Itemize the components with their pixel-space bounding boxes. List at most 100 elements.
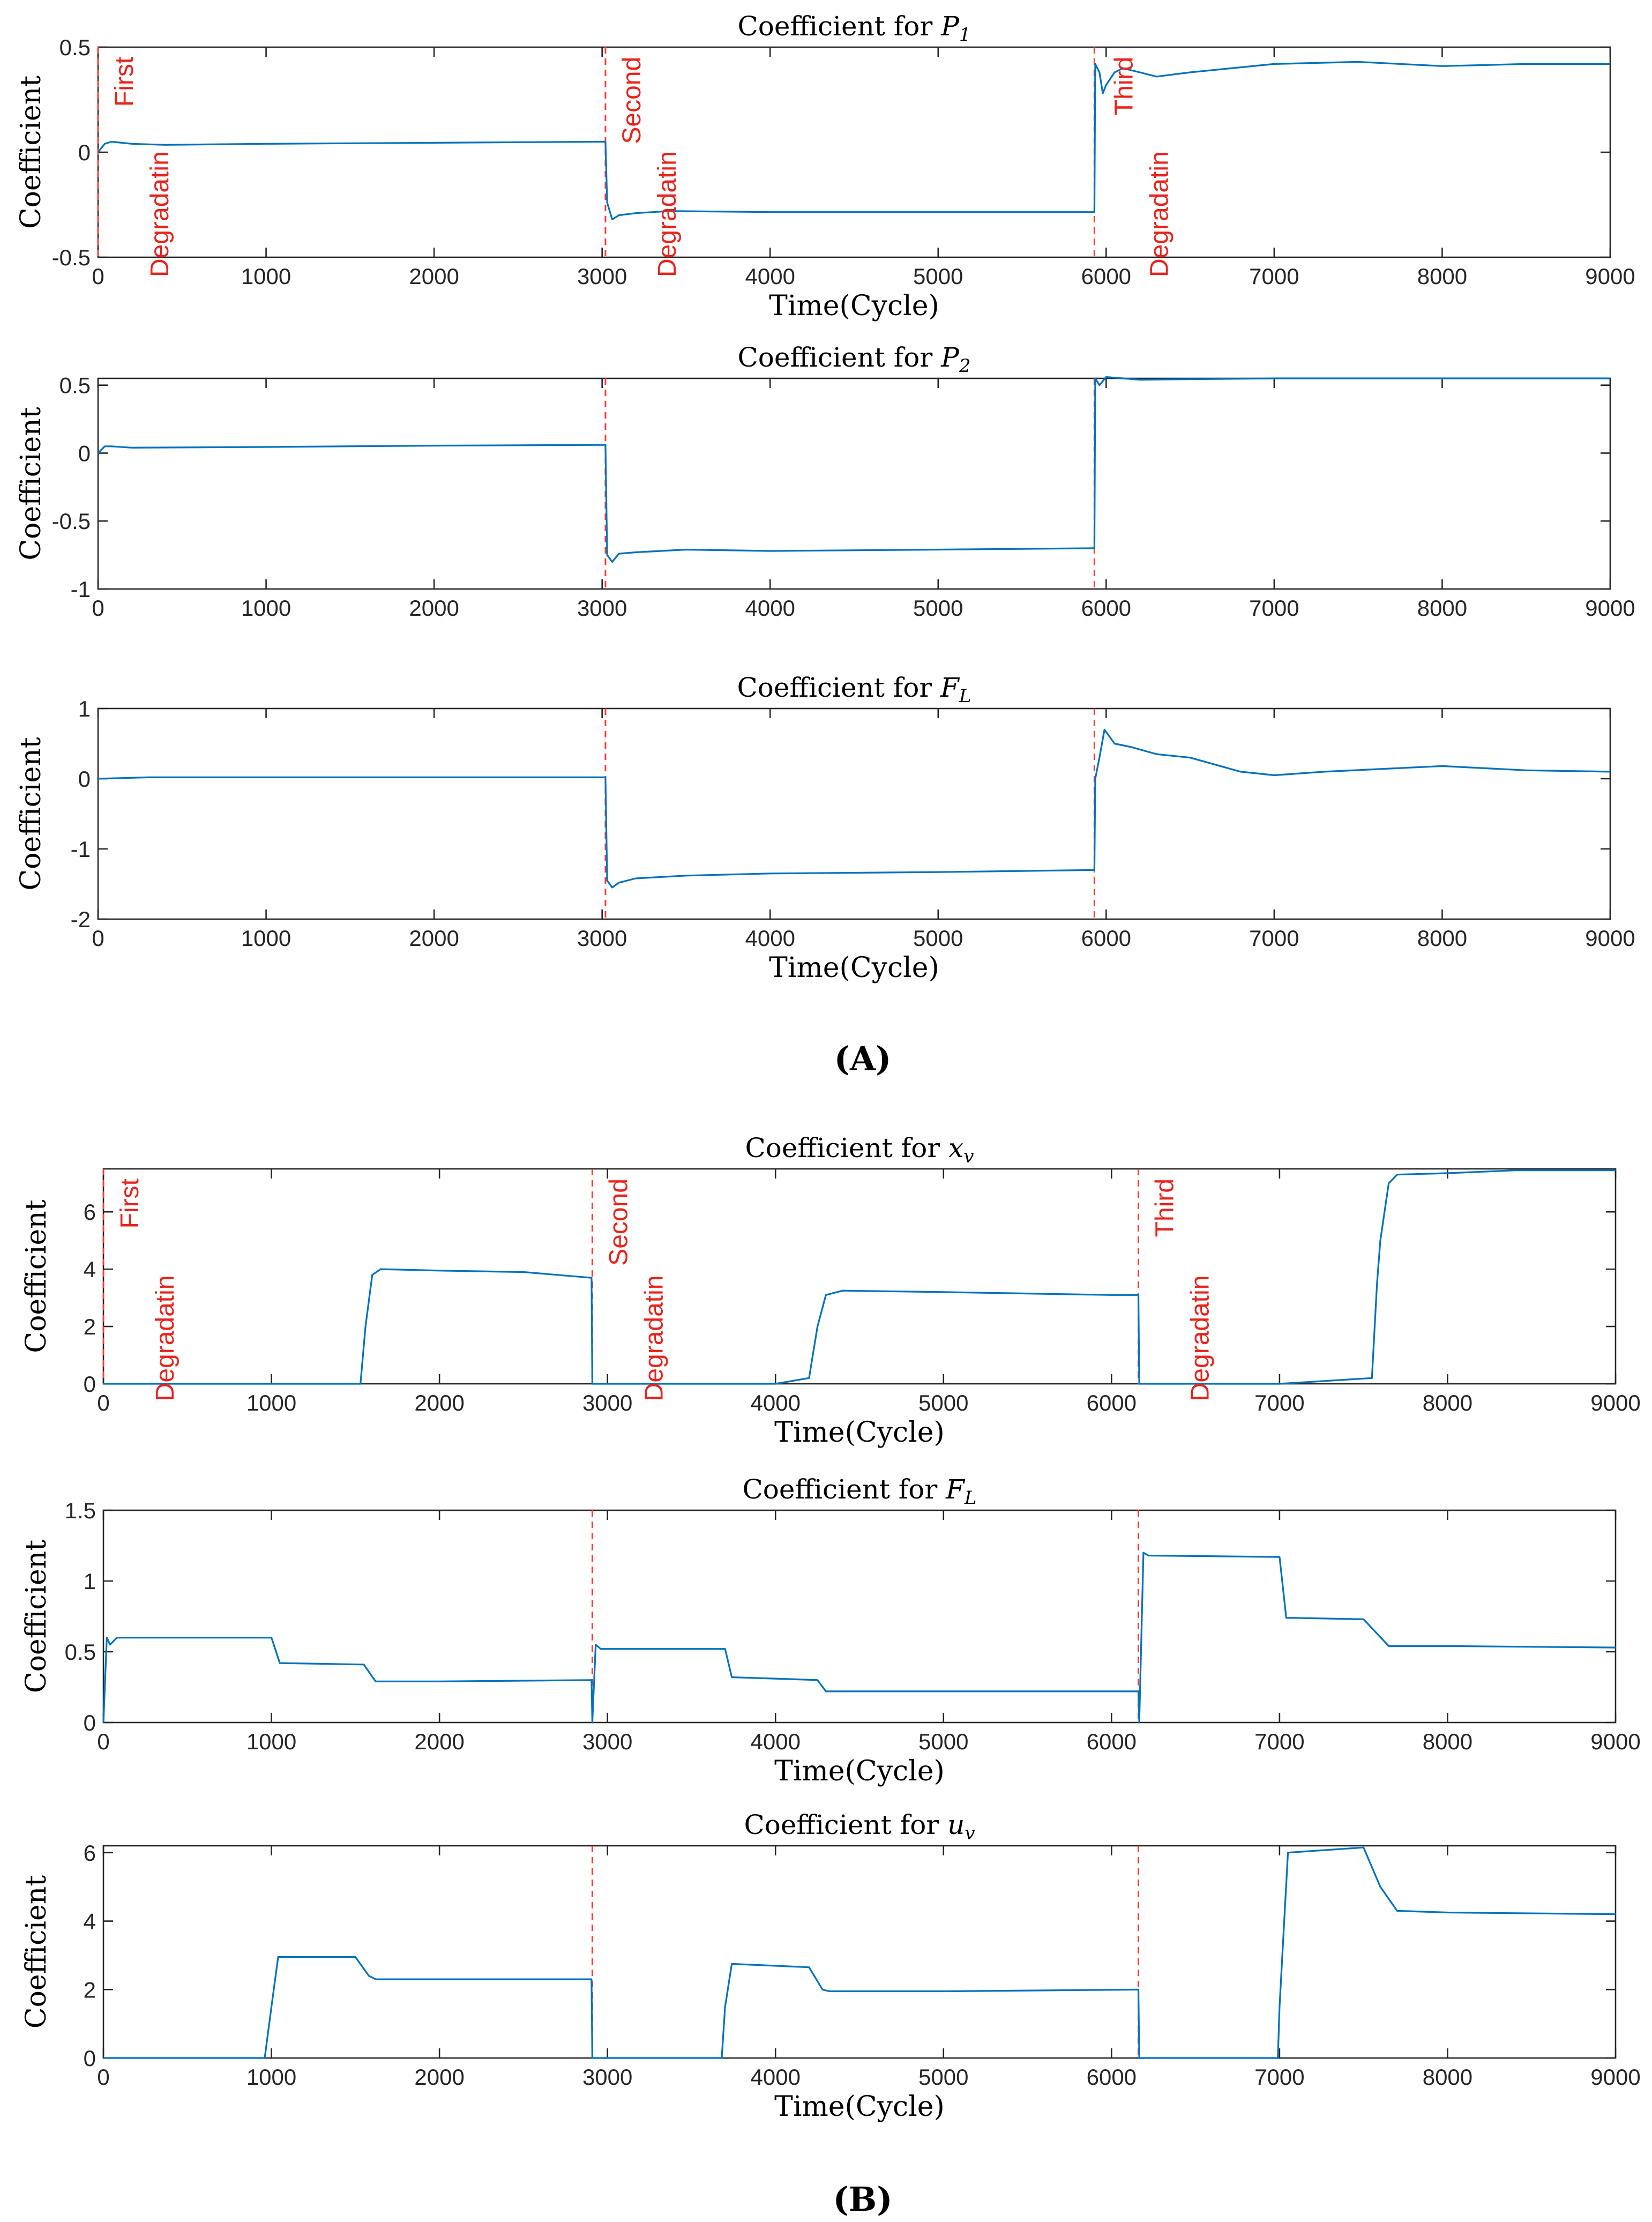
chart-4-xtick-label: 3000 (582, 1390, 632, 1415)
chart-3-xlabel: Time(Cycle) (769, 952, 939, 984)
chart-4-xtick-label: 9000 (1590, 1390, 1640, 1415)
chart-3-xtick-label: 5000 (913, 926, 963, 951)
chart-4-xtick-label: 4000 (751, 1390, 801, 1415)
chart-2-xtick-label: 7000 (1249, 595, 1299, 621)
chart-6-title: Coefficient for uv (744, 1809, 975, 1844)
chart-6-series-line (103, 1846, 1616, 2059)
chart-1-series-line (97, 61, 1610, 220)
chart-5-xtick-label: 4000 (751, 1729, 801, 1754)
chart-5-plot-area (102, 1509, 1617, 1724)
chart-5-ytick-label: 0 (84, 1710, 96, 1735)
chart-4-ylabel: Coefficient (20, 1199, 53, 1353)
chart-5-xtick-label: 9000 (1590, 1729, 1640, 1754)
chart-1-xtick-label: 8000 (1417, 264, 1467, 289)
chart-3-series-line (98, 728, 1611, 889)
chart-1-xtick-label: 4000 (745, 264, 795, 289)
chart-1-annotation-text: Degradatin (653, 151, 682, 277)
chart-5-xtick-label: 2000 (414, 1729, 464, 1754)
chart-4-title: Coefficient for xv (745, 1132, 974, 1167)
chart-6-xtick-label: 7000 (1254, 2064, 1304, 2090)
chart-5-ytick-label: 1.5 (65, 1498, 96, 1523)
chart-3-ytick-label: 0 (78, 766, 91, 792)
chart-2-ytick-label: -0.5 (52, 509, 91, 534)
chart-2: Coefficient for P2 0 1000 2000 3000 4000 5000 6… (15, 342, 1635, 621)
chart-3-xtick-label: 4000 (745, 926, 795, 951)
chart-4-xtick-label: 0 (97, 1390, 109, 1415)
chart-1-annotation-text: Degradatin (146, 151, 174, 277)
chart-4-annotation-text: Second (605, 1179, 633, 1266)
chart-6-xtick-label: 1000 (246, 2064, 296, 2090)
chart-1-xtick-label: 5000 (913, 264, 963, 289)
chart-4-xtick-label: 1000 (246, 1390, 296, 1415)
chart-1-ytick-label: 0 (78, 140, 91, 165)
chart-1-xtick-label: 0 (92, 264, 104, 289)
chart-4-plot-area (102, 1168, 1617, 1385)
chart-4-xtick-label: 2000 (414, 1390, 464, 1415)
chart-4: Coefficient for xv 0 1000 2000 3000 4000 5000 6… (20, 1132, 1641, 1449)
chart-4-xtick-label: 6000 (1087, 1390, 1137, 1415)
chart-2-ylabel: Coefficient (15, 407, 47, 560)
chart-4-xtick-label: 5000 (918, 1390, 968, 1415)
chart-5-ytick-label: 1 (84, 1569, 96, 1594)
chart-1-title: Coefficient for P1 (738, 11, 971, 46)
chart-5-xlabel: Time(Cycle) (774, 1755, 945, 1787)
chart-6-xtick-label: 3000 (582, 2064, 632, 2090)
chart-2-series-line (97, 376, 1610, 563)
panel-label-b: (B) (833, 2180, 892, 2219)
chart-4-degradation-annotation: First Degradatin (116, 1179, 180, 1401)
chart-6-ytick-label: 4 (84, 1909, 96, 1934)
chart-5-xtick-label: 0 (97, 1729, 109, 1754)
chart-6: Coefficient for uv 0 1000 2000 3000 4000 5000 6… (20, 1809, 1641, 2123)
chart-1-degradation-annotation: First Degradatin (110, 57, 174, 277)
chart-1-annotation-text: First (110, 57, 139, 107)
chart-1-xtick-label: 6000 (1081, 264, 1131, 289)
chart-2-xtick-label: 1000 (241, 595, 291, 621)
chart-5-xtick-label: 7000 (1254, 1729, 1304, 1754)
chart-1-xtick-label: 3000 (577, 264, 627, 289)
chart-6-xtick-label: 4000 (751, 2064, 801, 2090)
chart-4-annotation-text: Third (1151, 1179, 1179, 1237)
chart-1-annotation-text: Degradatin (1146, 151, 1174, 277)
chart-6-xtick-label: 0 (97, 2064, 109, 2090)
chart-4-degradation-annotation: Third Degradatin (1151, 1179, 1215, 1401)
charts-layer: Coefficient for P10 1000 2000 3000 4000 5000 6… (15, 11, 1641, 2123)
chart-2-xtick-label: 6000 (1081, 595, 1131, 621)
chart-6-ytick-label: 0 (84, 2046, 96, 2071)
chart-3-ytick-label: -2 (71, 907, 91, 932)
chart-5: Coefficient for FL 0 1000 2000 3000 4000 5000 6… (20, 1474, 1641, 1787)
chart-6-ytick-label: 2 (84, 1977, 96, 2002)
chart-4-annotation-text: Degradatin (151, 1276, 180, 1401)
chart-6-xtick-label: 5000 (918, 2064, 968, 2090)
chart-1-plot-area (97, 46, 1611, 258)
chart-2-ytick-label: -1 (71, 577, 91, 602)
chart-3-xtick-label: 6000 (1081, 926, 1131, 951)
chart-5-xtick-label: 5000 (918, 1729, 968, 1754)
chart-1-degradation-annotation: Third Degradatin (1110, 57, 1174, 277)
chart-6-plot-area (102, 1845, 1617, 2059)
chart-4-annotation-text: First (116, 1179, 144, 1228)
chart-6-xtick-label: 8000 (1423, 2064, 1472, 2090)
chart-3-plot-area (97, 707, 1611, 920)
chart-1-ytick-label: 0.5 (59, 35, 91, 60)
chart-2-xtick-label: 4000 (745, 595, 795, 621)
chart-3-ylabel: Coefficient (15, 737, 47, 890)
chart-4-xtick-label: 8000 (1423, 1390, 1472, 1415)
chart-3-xtick-label: 9000 (1585, 926, 1635, 951)
chart-2-xtick-label: 0 (92, 595, 104, 621)
chart-1-xtick-label: 1000 (241, 264, 291, 289)
chart-4-xlabel: Time(Cycle) (774, 1416, 945, 1449)
chart-6-ytick-label: 6 (84, 1840, 96, 1866)
chart-2-ytick-label: 0.5 (59, 373, 91, 398)
chart-5-xtick-label: 1000 (246, 1729, 296, 1754)
chart-2-plot-area (97, 377, 1611, 590)
chart-5-ylabel: Coefficient (20, 1540, 53, 1693)
chart-1-xtick-label: 7000 (1249, 264, 1299, 289)
chart-6-xtick-label: 2000 (414, 2064, 464, 2090)
chart-4-annotation-text: Degradatin (1186, 1276, 1215, 1401)
chart-1-ytick-label: -0.5 (52, 245, 91, 270)
chart-1-annotation-text: Third (1110, 57, 1139, 115)
chart-5-xtick-label: 8000 (1423, 1729, 1472, 1754)
chart-4-annotation-text: Degradatin (640, 1276, 669, 1401)
chart-1-xlabel: Time(Cycle) (769, 290, 939, 322)
